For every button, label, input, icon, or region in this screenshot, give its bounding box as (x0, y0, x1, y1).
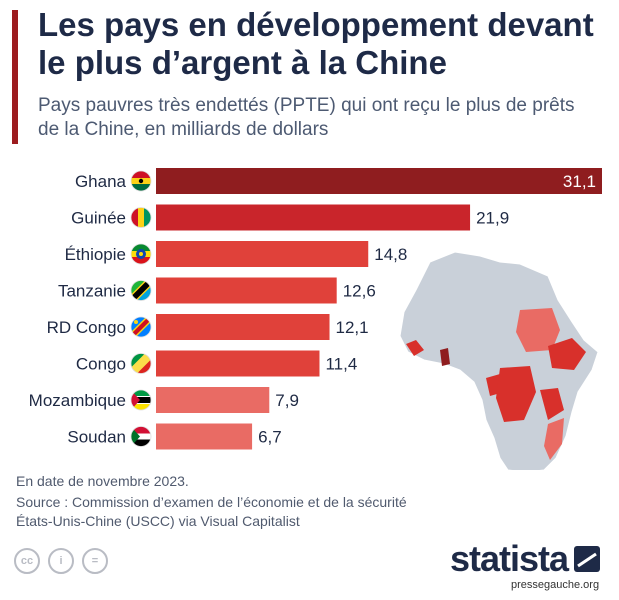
mozambique-flag-icon (130, 389, 152, 411)
africa-map-icon (399, 251, 599, 470)
bar-chart: Ghana 31,1 Guinée 21,9 Éthiopie 14,8 Tanzanie 1… (29, 168, 602, 470)
value-label: 21,9 (476, 209, 509, 228)
dr-congo-flag-icon (130, 316, 152, 338)
equals-icon[interactable]: = (82, 548, 108, 574)
page-subtitle: Pays pauvres très endettés (PPTE) qui on… (38, 95, 575, 140)
map-sudan (516, 308, 560, 352)
value-label: 14,8 (374, 245, 407, 264)
page-title: Les pays en développement devant le plus… (38, 6, 594, 81)
category-label: Soudan (67, 428, 126, 447)
map-ghana (440, 348, 450, 366)
category-label: Tanzanie (58, 282, 126, 301)
map-tanzania (540, 388, 564, 420)
statista-logo-icon (574, 546, 601, 572)
category-label: Congo (76, 355, 126, 374)
value-label: 12,6 (343, 282, 376, 301)
value-label: 12,1 (336, 318, 369, 337)
category-label: Guinée (71, 209, 126, 228)
map-ethiopia (548, 338, 586, 370)
value-label: 6,7 (258, 428, 282, 447)
guinea-flag-icon (130, 207, 152, 228)
bar (156, 387, 270, 413)
bar (156, 277, 337, 304)
brand-name: statista (450, 538, 569, 579)
source-note: Source : Commission d’examen de l’économ… (16, 494, 407, 529)
congo-flag-icon (130, 353, 152, 374)
date-note: En date de novembre 2023. (16, 473, 189, 489)
map-mozambique (544, 418, 564, 460)
bar (156, 204, 471, 231)
value-label: 31,1 (563, 172, 596, 191)
bar (156, 423, 253, 450)
title-accent-bar (12, 10, 18, 144)
bar (156, 168, 602, 194)
cc-icon[interactable]: cc (14, 548, 40, 574)
license-icons: cc i = (14, 548, 108, 574)
sudan-flag-icon (130, 426, 152, 447)
map-dr-congo (496, 366, 536, 422)
bar (156, 241, 369, 267)
watermark: pressegauche.org (508, 578, 603, 592)
value-label: 7,9 (275, 391, 299, 410)
ghana-flag-icon (130, 170, 152, 192)
category-label: Ghana (75, 172, 127, 191)
bar (156, 350, 320, 377)
tanzania-flag-icon (130, 280, 152, 301)
ethiopia-flag-icon (130, 243, 152, 265)
category-label: Mozambique (29, 391, 126, 410)
statista-logo[interactable]: statista (450, 538, 601, 580)
value-label: 11,4 (325, 355, 357, 374)
category-label: RD Congo (47, 318, 126, 337)
person-icon[interactable]: i (48, 548, 74, 574)
category-label: Éthiopie (65, 245, 126, 264)
bars-group: Ghana 31,1 Guinée 21,9 Éthiopie 14,8 Tanzanie 1… (29, 168, 602, 450)
bar (156, 314, 330, 340)
map-guinea (406, 340, 424, 356)
